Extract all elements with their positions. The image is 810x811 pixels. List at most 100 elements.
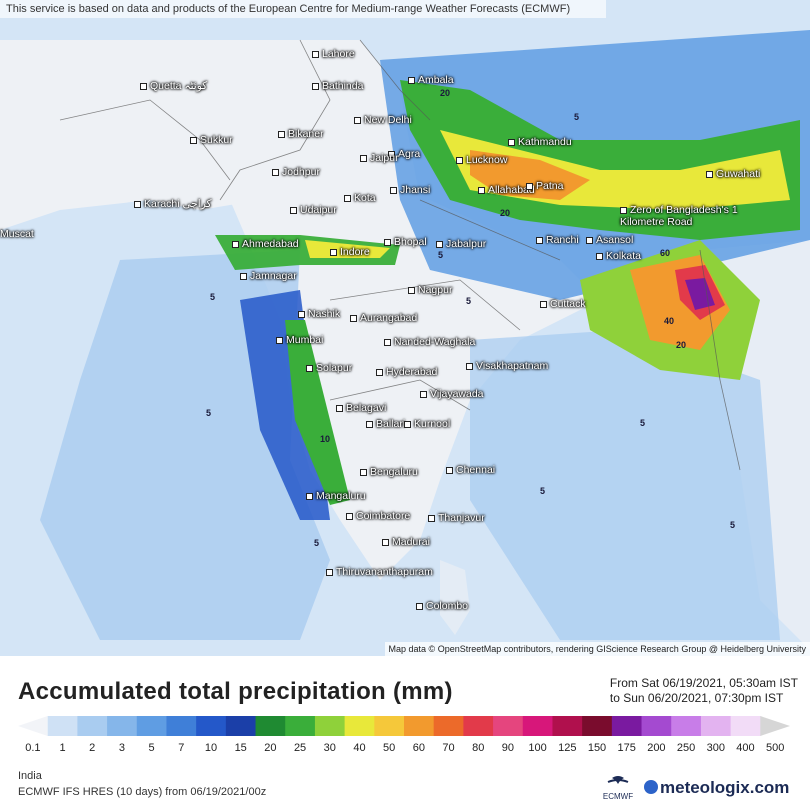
scale-tick-label: 100 xyxy=(528,742,547,754)
city-marker-icon xyxy=(536,236,543,244)
city-label: Jabalpur xyxy=(436,238,486,250)
city-marker-icon xyxy=(306,364,313,372)
contour-label: 10 xyxy=(320,434,331,444)
city-marker-icon xyxy=(344,194,351,202)
scale-swatch xyxy=(760,716,790,736)
city-marker-icon xyxy=(508,138,515,146)
region-label: India xyxy=(18,770,42,782)
precipitation-map[interactable]: This service is based on data and produc… xyxy=(0,0,810,656)
city-marker-icon xyxy=(350,314,357,322)
time-from: From Sat 06/19/2021, 05:30am IST xyxy=(609,676,798,690)
contour-label: 40 xyxy=(664,316,675,326)
city-marker-icon xyxy=(388,150,395,158)
city-label: Coimbatore xyxy=(346,510,410,522)
city-marker-icon xyxy=(298,310,305,318)
scale-swatch xyxy=(671,716,702,736)
city-label: Nanded-Waghala xyxy=(384,336,475,348)
city-label: Colombo xyxy=(416,600,468,612)
scale-swatch xyxy=(77,716,108,736)
color-scale-bar xyxy=(18,716,790,736)
city-label: Nashik xyxy=(298,308,340,320)
city-marker-icon xyxy=(290,206,297,214)
scale-tick-label: 80 xyxy=(472,742,485,754)
city-marker-icon xyxy=(586,236,593,244)
scale-tick-label: 40 xyxy=(353,742,366,754)
scale-tick-label: 500 xyxy=(765,742,785,754)
city-label: Bathinda xyxy=(312,80,363,92)
city-label: Kolkata xyxy=(596,250,641,262)
city-marker-icon xyxy=(240,272,247,280)
contour-label: 20 xyxy=(676,340,687,350)
city-label: Ballari xyxy=(366,418,405,430)
scale-tick-label: 70 xyxy=(442,742,455,754)
city-label: Lucknow xyxy=(456,154,507,166)
city-label: Quetta کوئٹہ xyxy=(140,80,207,92)
scale-tick-label: 20 xyxy=(264,742,277,754)
city-label: Thanjavur xyxy=(428,512,485,524)
city-marker-icon xyxy=(466,362,473,370)
model-label: ECMWF IFS HRES (10 days) from 06/19/2021… xyxy=(18,786,267,798)
city-marker-icon xyxy=(278,130,285,138)
contour-label: 5 xyxy=(206,408,212,418)
scale-swatch xyxy=(314,716,346,736)
city-marker-icon xyxy=(416,602,423,610)
city-label: Kathmandu xyxy=(508,136,572,148)
city-marker-icon xyxy=(446,466,453,474)
city-marker-icon xyxy=(312,82,319,90)
city-label: New Delhi xyxy=(354,114,412,126)
city-label: Patna xyxy=(526,180,563,192)
city-label: Hyderabad xyxy=(376,366,437,378)
city-marker-icon xyxy=(326,568,333,576)
scale-swatch xyxy=(18,716,48,736)
scale-tick-label: 1 xyxy=(59,742,66,754)
city-marker-icon xyxy=(360,468,367,476)
contour-label: 60 xyxy=(660,248,671,258)
city-marker-icon xyxy=(272,168,279,176)
city-label: Kurnool xyxy=(404,418,450,430)
brand[interactable]: meteologix.com xyxy=(644,778,789,798)
scale-swatch xyxy=(47,716,78,736)
scale-tick-labels: 0.1 1 2 3 5 7 10 15 20 25 30 40 50 60 70 80 90 100 125 150 1… xyxy=(18,742,790,756)
scale-tick-label: 150 xyxy=(587,742,607,754)
city-label: Bhopal xyxy=(384,236,427,248)
precip-gujarat-yellow xyxy=(305,240,390,258)
legend-panel: Accumulated total precipitation (mm) Fro… xyxy=(0,656,810,810)
landmass-west xyxy=(0,40,420,250)
ecmwf-disclaimer: This service is based on data and produc… xyxy=(0,0,606,18)
scale-swatch xyxy=(552,716,583,736)
precip-bay-of-bengal xyxy=(470,330,780,640)
city-label: Jaipur xyxy=(360,152,399,164)
scale-swatch xyxy=(136,716,167,736)
city-marker-icon xyxy=(140,82,147,90)
city-marker-icon xyxy=(336,404,343,412)
city-marker-icon xyxy=(540,300,547,308)
city-marker-icon xyxy=(390,186,397,194)
city-label: Solapur xyxy=(306,362,352,374)
city-label: Vijayawada xyxy=(420,388,484,400)
city-marker-icon xyxy=(706,170,713,178)
landmass-srilanka xyxy=(440,560,470,635)
city-label: Visakhapatnam xyxy=(466,360,548,372)
contour-label: 5 xyxy=(640,418,646,428)
precip-bangladesh-purple xyxy=(685,278,715,310)
city-marker-icon xyxy=(420,390,427,398)
city-marker-icon xyxy=(330,248,337,256)
city-label: Jhansi xyxy=(390,184,430,196)
city-label: Cuttack xyxy=(540,298,586,310)
city-label: Sukkur xyxy=(190,134,233,146)
brand-text: meteologix.com xyxy=(660,778,790,797)
scale-tick-label: 90 xyxy=(501,742,515,754)
city-label: Aurangabad xyxy=(350,312,417,324)
contour-label: 5 xyxy=(730,520,736,530)
city-marker-icon xyxy=(190,136,197,144)
ecmwf-logo: ECMWF xyxy=(598,774,638,806)
contour-label: 5 xyxy=(314,538,320,548)
city-marker-icon xyxy=(408,286,415,294)
city-label: Karachi کراچی xyxy=(134,198,211,210)
time-to: to Sun 06/20/2021, 07:30pm IST xyxy=(609,691,784,705)
ecmwf-logo-icon xyxy=(607,776,629,784)
city-label: Mumbai xyxy=(276,334,323,346)
scale-tick-label: 15 xyxy=(234,742,247,754)
scale-swatch xyxy=(374,716,405,736)
map-layers xyxy=(0,30,810,650)
